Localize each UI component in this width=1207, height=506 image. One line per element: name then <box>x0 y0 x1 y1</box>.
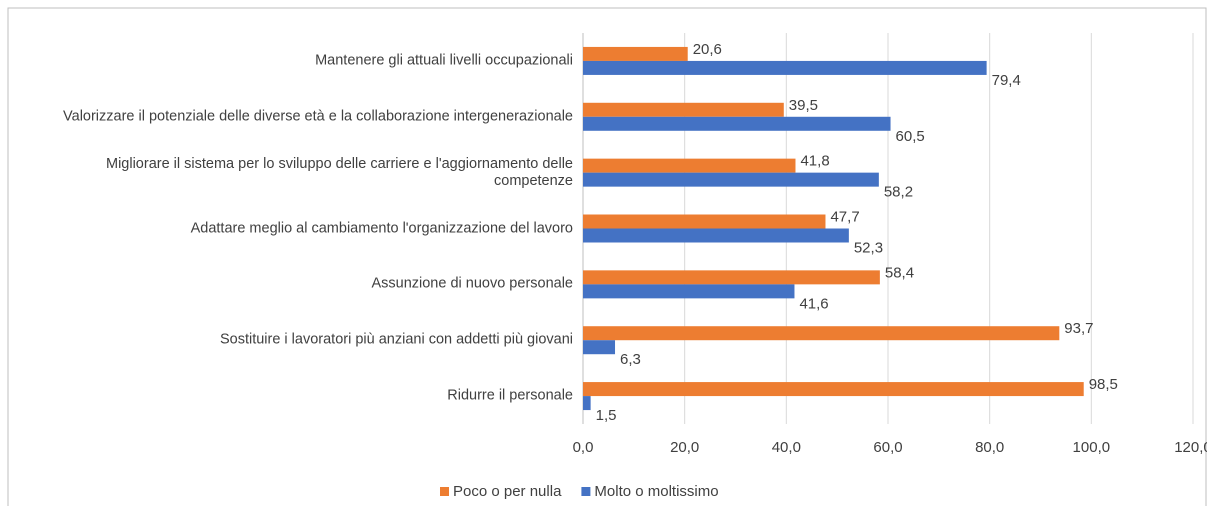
value-label: 41,6 <box>799 295 828 312</box>
legend-label: Molto o moltissimo <box>594 483 718 500</box>
value-label: 58,4 <box>885 264 914 281</box>
category-label: Migliorare il sistema per lo sviluppo de… <box>106 155 573 189</box>
legend-swatch <box>581 487 591 496</box>
category-label: Ridurre il personale <box>447 387 573 404</box>
bar <box>583 172 879 187</box>
bar <box>583 46 688 61</box>
value-label: 98,5 <box>1089 376 1118 393</box>
bar <box>583 284 795 299</box>
value-label: 60,5 <box>896 128 925 145</box>
value-label: 41,8 <box>800 153 829 170</box>
x-tick-label: 120,0 <box>1174 439 1207 456</box>
bar <box>583 214 826 229</box>
category-label: Adattare meglio al cambiamento l'organiz… <box>190 220 573 236</box>
x-tick-label: 0,0 <box>573 439 594 456</box>
frame <box>7 7 1207 506</box>
value-label: 52,3 <box>854 239 883 256</box>
bar <box>583 102 784 117</box>
value-label: 6,3 <box>620 351 641 368</box>
value-label: 20,6 <box>693 41 722 58</box>
x-tick-label: 80,0 <box>975 439 1004 456</box>
x-tick-label: 40,0 <box>772 439 801 456</box>
bar <box>583 270 880 285</box>
bar <box>583 326 1060 341</box>
bar <box>583 382 1084 397</box>
category-label: Mantenere gli attuali livelli occupazion… <box>315 52 573 69</box>
value-label: 58,2 <box>884 184 913 201</box>
legend-label: Poco o per nulla <box>453 483 562 500</box>
x-tick-label: 60,0 <box>873 439 902 456</box>
value-label: 93,7 <box>1064 320 1093 337</box>
x-tick-label: 20,0 <box>670 439 699 456</box>
bar <box>583 228 849 243</box>
bar <box>583 116 891 131</box>
bar <box>583 60 987 75</box>
category-label: Assunzione di nuovo personale <box>371 275 573 292</box>
value-label: 1,5 <box>596 407 617 424</box>
category-label: Sostituire i lavoratori più anziani con … <box>219 331 573 348</box>
bar <box>583 396 591 411</box>
value-label: 79,4 <box>992 72 1021 89</box>
x-tick-label: 100,0 <box>1073 439 1111 456</box>
bar <box>583 158 796 173</box>
bar <box>583 340 616 355</box>
category-label: Valorizzare il potenziale delle diverse … <box>63 108 573 125</box>
value-label: 39,5 <box>789 97 818 114</box>
legend-swatch <box>440 487 449 496</box>
value-label: 47,7 <box>830 208 859 225</box>
